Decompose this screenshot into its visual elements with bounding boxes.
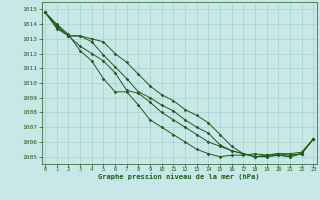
X-axis label: Graphe pression niveau de la mer (hPa): Graphe pression niveau de la mer (hPa) bbox=[99, 173, 260, 180]
